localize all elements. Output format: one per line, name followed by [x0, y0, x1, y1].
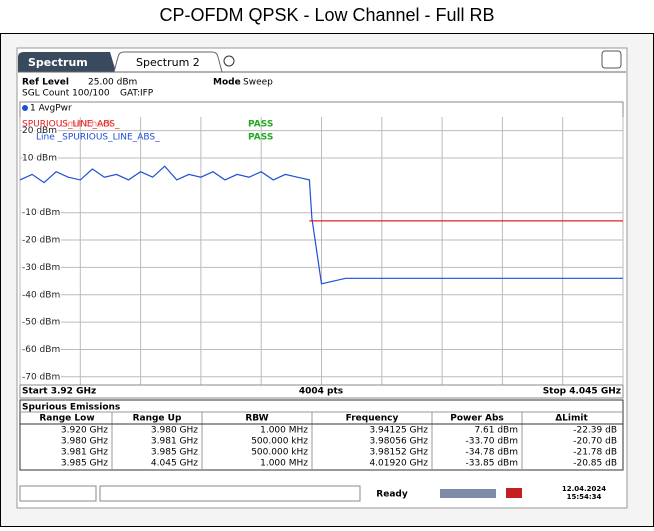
y-tick-label: -60 dBm: [22, 345, 60, 355]
mode-label: Mode: [213, 78, 241, 88]
y-tick-label: -10 dBm: [22, 208, 60, 218]
table-cell: 500.000 kHz: [251, 437, 308, 447]
table-cell: 3.94125 GHz: [369, 426, 428, 436]
ref-level: 25.00 dBm: [88, 78, 137, 88]
menu-icon[interactable]: [601, 50, 622, 69]
y-tick-label: -50 dBm: [22, 318, 60, 328]
table-cell: -33.70 dBm: [465, 437, 518, 447]
y-tick-label: -40 dBm: [22, 290, 60, 300]
status-date: 12.04.2024: [562, 485, 606, 493]
mode: Sweep: [243, 78, 273, 88]
stop-label: Stop 4.045 GHz: [543, 387, 621, 397]
ref-level-label: Ref Level: [22, 78, 69, 88]
trace: [19, 165, 623, 285]
table-cell: 3.98056 GHz: [369, 437, 428, 447]
column-header: Power Abs: [450, 414, 504, 424]
tab-label[interactable]: Spectrum: [28, 56, 88, 69]
column-header: ΔLimit: [555, 414, 588, 424]
y-tick-label: 20 dBm: [22, 126, 57, 136]
limit-result: PASS: [248, 133, 273, 143]
status-field: [19, 485, 97, 502]
trace-label: 1 AvgPwr: [30, 104, 72, 114]
plot: 20 dBm 10 dBm -10 dBm -20 dBm -30 dBm -40 dBm…: [19, 117, 624, 385]
table-cell: -20.85 dB: [573, 459, 617, 469]
title: CP-OFDM QPSK - Low Channel - Full RB: [159, 5, 494, 25]
sgl-count: SGL Count 100/100: [22, 89, 110, 99]
table-cell: -20.70 dB: [573, 437, 617, 447]
table-cell: 3.920 GHz: [61, 426, 108, 436]
trace-dot: [22, 105, 28, 111]
tab[interactable]: [18, 52, 116, 72]
table-cell: 3.981 GHz: [61, 448, 108, 458]
column-header: Range Up: [133, 414, 182, 424]
table-cell: -34.78 dBm: [465, 448, 518, 458]
tab[interactable]: [113, 51, 223, 73]
limit-line-name: SPURIOUS_LINE_ABS_: [22, 120, 120, 130]
y-tick-label: -20 dBm: [22, 236, 60, 246]
y-tick-label: -70 dBm: [22, 372, 60, 382]
table-cell: 500.000 kHz: [251, 448, 308, 458]
table-cell: 1.000 MHz: [260, 459, 308, 469]
table-cell: 3.981 GHz: [151, 437, 198, 447]
limit-check-title: Limit Check: [60, 120, 114, 130]
table-cell: 3.980 GHz: [151, 426, 198, 436]
status-icon: [506, 488, 522, 498]
points-label: 4004 pts: [299, 387, 343, 397]
start-label: Start 3.92 GHz: [22, 387, 96, 397]
table-cell: 1.000 MHz: [260, 426, 308, 436]
table-cell: 3.98152 GHz: [369, 448, 428, 458]
table-cell: 4.045 GHz: [151, 459, 198, 469]
y-tick-label: 10 dBm: [22, 154, 57, 164]
status-time: 15:54:34: [567, 493, 602, 501]
table-cell: -33.85 dBm: [465, 459, 518, 469]
limit-result: PASS: [248, 120, 273, 130]
gat: GAT:IFP: [120, 89, 154, 99]
status-field: [99, 485, 361, 502]
table-cell: -21.78 dB: [573, 448, 617, 458]
table-cell: 7.61 dBm: [474, 426, 518, 436]
table: Range Low Range Up RBW Frequency Power Abs ΔL…: [20, 411, 623, 469]
status-state: Ready: [376, 490, 408, 500]
column-header: Frequency: [346, 414, 399, 424]
table-title: Spurious Emissions: [22, 403, 120, 413]
table-cell: 4.01920 GHz: [369, 459, 428, 469]
table-cell: 3.985 GHz: [151, 448, 198, 458]
column-header: RBW: [245, 414, 268, 424]
close-icon[interactable]: [223, 55, 235, 67]
table-cell: -22.39 dB: [573, 426, 617, 436]
table-cell: 3.980 GHz: [61, 437, 108, 447]
tab-label[interactable]: Spectrum 2: [136, 56, 200, 69]
y-tick-label: -30 dBm: [22, 263, 60, 273]
progress-bar: [440, 489, 496, 498]
limit-line-label: Line _SPURIOUS_LINE_ABS_: [36, 133, 160, 143]
column-header: Range Low: [39, 414, 94, 424]
table-cell: 3.985 GHz: [61, 459, 108, 469]
